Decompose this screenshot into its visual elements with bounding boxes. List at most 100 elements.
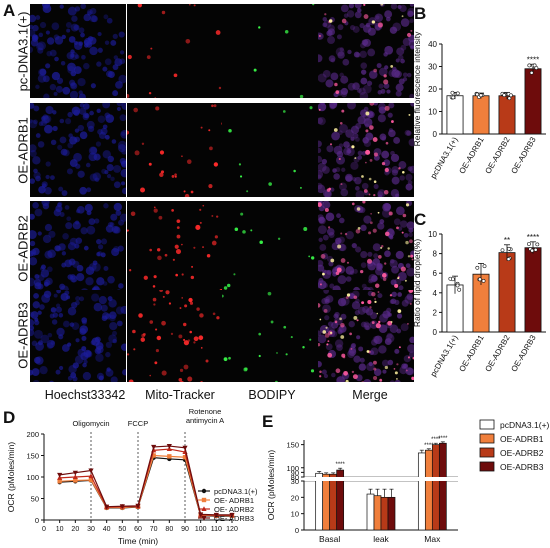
mito-spot	[176, 226, 180, 230]
nucleus-spot	[56, 77, 64, 84]
mito-spot	[385, 141, 389, 145]
nucleus-spot	[373, 103, 379, 106]
mito-spot	[188, 4, 191, 6]
mito-spot	[193, 246, 196, 249]
mito-spot	[383, 190, 389, 195]
bar-Basal-2	[329, 473, 338, 531]
nucleus-spot	[32, 301, 40, 309]
nucleus-spot	[394, 348, 400, 354]
nucleus-spot	[359, 357, 365, 363]
nucleus-spot	[318, 182, 323, 190]
nucleus-spot	[391, 69, 400, 78]
nucleus-spot	[58, 365, 64, 371]
mito-spot	[148, 91, 152, 95]
nucleus-spot	[379, 313, 388, 323]
x-tick-label: 100	[195, 526, 207, 533]
nucleus-spot	[90, 146, 98, 154]
nucleus-spot	[323, 373, 329, 379]
nucleus-spot	[355, 246, 362, 253]
nucleus-spot	[70, 53, 75, 58]
nucleus-spot	[378, 324, 388, 334]
mito-spot	[373, 193, 376, 197]
legend-marker	[201, 497, 207, 503]
nucleus-spot	[405, 263, 411, 269]
mito-spot	[216, 316, 220, 320]
bar-leak-0	[366, 493, 375, 531]
nucleus-spot	[362, 84, 372, 94]
mito-spot	[375, 323, 381, 329]
mito-spot	[190, 275, 195, 280]
nucleus-spot	[85, 162, 91, 168]
nucleus-spot	[83, 62, 90, 70]
nucleus-spot	[93, 302, 103, 312]
nucleus-spot	[117, 144, 126, 153]
nucleus-spot	[352, 132, 359, 139]
mito-spot	[134, 150, 140, 156]
data-point	[477, 277, 482, 282]
nucleus-spot	[351, 343, 357, 349]
data-point	[530, 248, 535, 253]
mito-spot	[340, 322, 345, 328]
lipid-spot	[244, 367, 248, 371]
mito-spot	[369, 221, 373, 225]
nucleus-spot	[322, 234, 329, 241]
nucleus-spot	[77, 170, 85, 178]
mito-spot	[370, 212, 372, 215]
nucleus-spot	[115, 306, 125, 315]
nucleus-spot	[89, 7, 97, 15]
mito-spot	[133, 348, 136, 351]
mito-spot	[345, 296, 349, 299]
nucleus-spot	[386, 312, 392, 317]
nucleus-spot	[30, 46, 34, 53]
nucleus-spot	[77, 77, 86, 87]
mito-spot	[211, 240, 217, 246]
nucleus-spot	[351, 301, 361, 310]
mito-spot	[153, 206, 156, 209]
nucleus-spot	[116, 106, 122, 111]
mito-spot	[179, 368, 184, 373]
x-tick-label: 50	[118, 526, 126, 533]
data-point	[502, 93, 507, 98]
nucleus-spot	[360, 262, 367, 268]
nucleus-spot	[59, 136, 67, 144]
nucleus-spot	[340, 313, 347, 320]
nucleus-spot	[403, 232, 409, 238]
y-tick-label: 150	[26, 452, 39, 461]
nucleus-spot	[363, 379, 372, 382]
nucleus-spot	[37, 41, 46, 51]
mito-spot	[384, 105, 390, 111]
nucleus-spot	[337, 24, 344, 31]
mito-spot	[152, 285, 156, 288]
mito-spot	[181, 297, 184, 299]
mito-spot	[189, 301, 194, 305]
mito-spot	[372, 228, 377, 233]
injection-label: Oligomycin	[72, 419, 109, 428]
lipid-spot	[373, 180, 377, 183]
nucleus-spot	[406, 293, 414, 300]
nucleus-spot	[351, 290, 360, 299]
nucleus-spot	[35, 15, 41, 20]
lipid-spot	[319, 318, 322, 321]
mito-spot	[175, 273, 178, 277]
nucleus-spot	[64, 259, 73, 268]
lipid-spot	[376, 312, 379, 315]
mito-spot	[183, 338, 186, 341]
y-tick-label: 0	[35, 516, 39, 525]
mito-spot	[176, 219, 181, 223]
nucleus-spot	[108, 299, 117, 308]
nucleus-spot	[368, 361, 373, 367]
y-axis-label: Ratio of lipid droplet(%)	[412, 239, 422, 328]
nucleus-spot	[339, 243, 347, 252]
mito-spot	[172, 258, 175, 261]
nucleus-spot	[356, 335, 361, 340]
lipid-spot	[228, 128, 232, 133]
mito-spot	[196, 307, 200, 311]
mito-spot	[202, 246, 205, 249]
nucleus-spot	[96, 238, 102, 245]
data-point	[507, 96, 512, 101]
micrograph-background	[222, 201, 318, 295]
nucleus-spot	[65, 118, 72, 125]
nucleus-spot	[43, 279, 51, 286]
nucleus-spot	[40, 264, 46, 270]
